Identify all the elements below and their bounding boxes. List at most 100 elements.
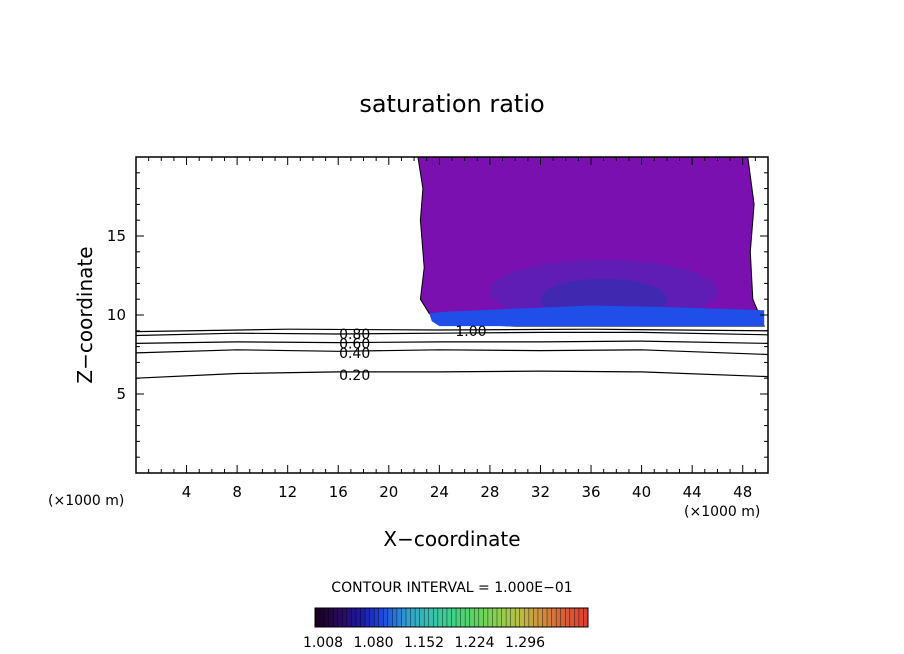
colorbar-cell <box>483 608 489 627</box>
colorbar-cell <box>528 608 534 627</box>
colorbar-cell <box>337 608 343 627</box>
y-tick-label: 10 <box>107 306 126 324</box>
colorbar-cell <box>442 608 448 627</box>
colorbar-cell <box>560 608 566 627</box>
colorbar-tick-label: 1.224 <box>454 635 494 651</box>
colorbar-cell <box>487 608 493 627</box>
colorbar-cell <box>497 608 503 627</box>
x-tick-label: 48 <box>733 483 752 501</box>
colorbar-cell <box>542 608 548 627</box>
contour-line-1 <box>135 349 769 356</box>
colorbar-cell <box>401 608 407 627</box>
colorbar-cell <box>410 608 416 627</box>
colorbar-cell <box>346 608 352 627</box>
x-tick-label: 8 <box>232 483 242 501</box>
colorbar-cell <box>424 608 430 627</box>
colorbar-cell <box>465 608 471 627</box>
colorbar-cell <box>415 608 421 627</box>
colorbar-cell <box>524 608 530 627</box>
contour-labels: 0.20 0.400.600.80 1.00 <box>339 324 486 384</box>
colorbar-cell <box>537 608 543 627</box>
x-tick-label: 24 <box>430 483 449 501</box>
colorbar-cell <box>392 608 398 627</box>
colorbar-cell <box>492 608 498 627</box>
colorbar-cell <box>446 608 452 627</box>
x-axis-title: X−coordinate <box>383 527 520 551</box>
colorbar-cell <box>515 608 521 627</box>
colorbar-tick-label: 1.152 <box>404 635 444 651</box>
colorbar-cell <box>474 608 480 627</box>
colorbar-cell <box>456 608 462 627</box>
colorbar-cell <box>565 608 571 627</box>
colorbar-cell <box>396 608 402 627</box>
contour-label-0: 0.20 <box>339 368 370 384</box>
colorbar-tick-label: 1.008 <box>303 635 343 651</box>
colorbar-cell <box>510 608 516 627</box>
contour-line-4 <box>135 328 769 333</box>
x-tick-label: 12 <box>278 483 297 501</box>
colorbar-cell <box>387 608 393 627</box>
contour-line-2 <box>135 340 769 344</box>
y-axis-title: Z−coordinate <box>73 246 97 383</box>
x-tick-label: 36 <box>581 483 600 501</box>
contour-line-3 <box>135 331 769 337</box>
x-tick-label: 16 <box>329 483 348 501</box>
colorbar-cell <box>433 608 439 627</box>
colorbar-cell <box>583 608 589 627</box>
colorbar-cell <box>547 608 553 627</box>
y-axis-ticks: 5 10 15 <box>107 172 768 458</box>
contour-interval-label: CONTOUR INTERVAL = 1.000E−01 <box>331 580 572 596</box>
x-tick-label: 4 <box>182 483 192 501</box>
colorbar-cell <box>406 608 412 627</box>
colorbar-cell <box>333 608 339 627</box>
field-base-region <box>429 305 765 327</box>
colorbar-cell <box>519 608 525 627</box>
contour-line-0 <box>135 370 769 379</box>
colorbar-cell <box>319 608 325 627</box>
plot-area: 0.20 0.400.600.80 1.00 <box>135 156 769 474</box>
contour-lines <box>135 328 769 379</box>
colorbar-labels: 1.008 1.080 1.152 1.224 1.296 <box>303 635 545 651</box>
x-tick-label: 44 <box>683 483 702 501</box>
colorbar-cell <box>460 608 466 627</box>
colorbar-cell <box>578 608 584 627</box>
contour-label-3: 0.80 <box>339 327 370 343</box>
colorbar-cell <box>469 608 475 627</box>
contour-label-2: 0.60 <box>339 336 370 352</box>
chart-title: saturation ratio <box>359 90 544 118</box>
x-axis-ticks: 4 8 12 16 20 24 28 32 36 40 44 48 <box>148 157 756 501</box>
colorbar-cell <box>451 608 457 627</box>
contour-label-1: 0.40 <box>339 346 370 362</box>
colorbar-cell <box>374 608 380 627</box>
colorbar-tick-label: 1.080 <box>353 635 393 651</box>
colorbar-cell <box>383 608 389 627</box>
colorbar-cell <box>551 608 557 627</box>
colorbar-cell <box>365 608 371 627</box>
colorbar-tick-label: 1.296 <box>505 635 545 651</box>
colorbar-cell <box>419 608 425 627</box>
y-tick-label: 5 <box>116 385 126 403</box>
colorbar-cell <box>369 608 375 627</box>
colorbar-cell <box>328 608 334 627</box>
x-tick-label: 32 <box>531 483 550 501</box>
colorbar-cell <box>351 608 357 627</box>
colorbar-cell <box>355 608 361 627</box>
colorbar-frame <box>314 607 589 628</box>
x-tick-label: 20 <box>379 483 398 501</box>
colorbar-cells <box>314 608 589 627</box>
colorbar-cell <box>533 608 539 627</box>
colorbar-cell <box>506 608 512 627</box>
x-tick-label: 28 <box>480 483 499 501</box>
colorbar-cell <box>360 608 366 627</box>
colorbar-cell <box>569 608 575 627</box>
colorbar-cell <box>437 608 443 627</box>
x-axis-unit-left: (×1000 m) <box>48 493 124 509</box>
contour-label-4: 1.00 <box>455 324 486 340</box>
colorbar-cell <box>342 608 348 627</box>
colorbar-cell <box>478 608 484 627</box>
x-axis-unit-right: (×1000 m) <box>684 504 760 520</box>
x-tick-label: 40 <box>632 483 651 501</box>
colorbar-cell <box>324 608 330 627</box>
y-tick-label: 15 <box>107 227 126 245</box>
